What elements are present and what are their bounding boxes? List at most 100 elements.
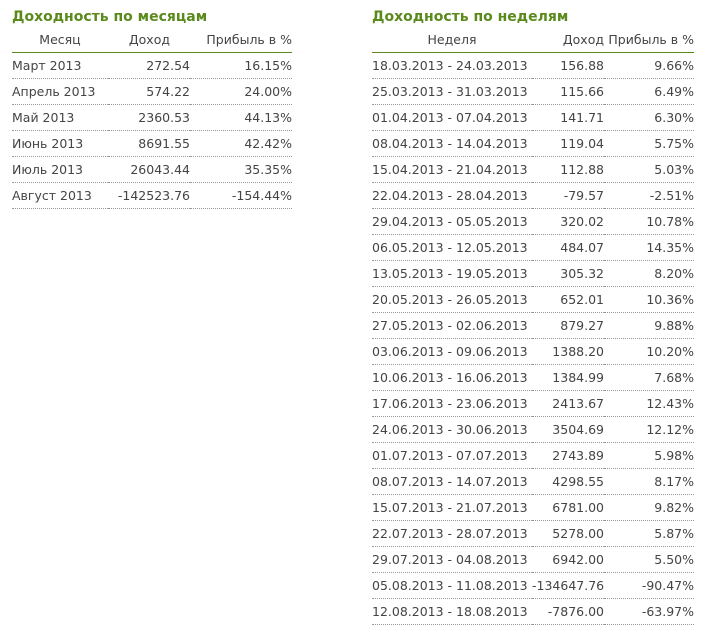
- profit-percent-cell: -90.47%: [604, 572, 694, 599]
- profit-percent-cell: 5.75%: [604, 130, 694, 157]
- table-row: 01.04.2013 - 07.04.2013 141.71 6.30%: [372, 104, 694, 131]
- table-header-row: Неделя Доход Прибыль в %: [372, 28, 694, 53]
- week-cell: 24.06.2013 - 30.06.2013: [372, 416, 532, 443]
- table-row: 25.03.2013 - 31.03.2013 115.66 6.49%: [372, 78, 694, 105]
- income-cell: -7876.00: [532, 598, 604, 625]
- week-cell: 18.03.2013 - 24.03.2013: [372, 52, 532, 79]
- profit-percent-cell: 12.43%: [604, 390, 694, 417]
- profit-percent-cell: 7.68%: [604, 364, 694, 391]
- table-row: 12.08.2013 - 18.08.2013 -7876.00 -63.97%: [372, 598, 694, 625]
- table-row: Июнь 2013 8691.55 42.42%: [12, 130, 292, 157]
- table-row: 24.06.2013 - 30.06.2013 3504.69 12.12%: [372, 416, 694, 443]
- profit-percent-cell: 14.35%: [604, 234, 694, 261]
- table-row: Август 2013 -142523.76 -154.44%: [12, 182, 292, 209]
- week-cell: 29.04.2013 - 05.05.2013: [372, 208, 532, 235]
- week-cell: 27.05.2013 - 02.06.2013: [372, 312, 532, 339]
- income-cell: -134647.76: [532, 572, 604, 599]
- table-row: 29.04.2013 - 05.05.2013 320.02 10.78%: [372, 208, 694, 235]
- profit-percent-cell: 10.36%: [604, 286, 694, 313]
- profit-percent-cell: 5.98%: [604, 442, 694, 469]
- profit-percent-cell: 6.49%: [604, 78, 694, 105]
- profit-percent-cell: 10.78%: [604, 208, 694, 235]
- month-cell: Март 2013: [12, 52, 108, 79]
- income-cell: 5278.00: [532, 520, 604, 547]
- table-row: 22.04.2013 - 28.04.2013 -79.57 -2.51%: [372, 182, 694, 209]
- week-cell: 05.08.2013 - 11.08.2013: [372, 572, 532, 599]
- table-row: 20.05.2013 - 26.05.2013 652.01 10.36%: [372, 286, 694, 313]
- column-header-income: Доход: [532, 28, 604, 53]
- table-row: 05.08.2013 - 11.08.2013 -134647.76 -90.47%: [372, 572, 694, 599]
- profit-percent-cell: 8.20%: [604, 260, 694, 287]
- week-cell: 25.03.2013 - 31.03.2013: [372, 78, 532, 105]
- table-row: 01.07.2013 - 07.07.2013 2743.89 5.98%: [372, 442, 694, 469]
- week-cell: 13.05.2013 - 19.05.2013: [372, 260, 532, 287]
- table-row: 29.07.2013 - 04.08.2013 6942.00 5.50%: [372, 546, 694, 573]
- weekly-returns-table: Неделя Доход Прибыль в % 18.03.2013 - 24…: [372, 28, 694, 625]
- income-cell: 1388.20: [532, 338, 604, 365]
- week-cell: 01.07.2013 - 07.07.2013: [372, 442, 532, 469]
- income-cell: 320.02: [532, 208, 604, 235]
- table-header-row: Месяц Доход Прибыль в %: [12, 28, 292, 53]
- income-cell: 141.71: [532, 104, 604, 131]
- week-cell: 08.04.2013 - 14.04.2013: [372, 130, 532, 157]
- table-row: 10.06.2013 - 16.06.2013 1384.99 7.68%: [372, 364, 694, 391]
- week-cell: 15.07.2013 - 21.07.2013: [372, 494, 532, 521]
- week-cell: 20.05.2013 - 26.05.2013: [372, 286, 532, 313]
- month-cell: Июнь 2013: [12, 130, 108, 157]
- column-header-month: Месяц: [12, 28, 108, 53]
- income-cell: 112.88: [532, 156, 604, 183]
- table-row: 06.05.2013 - 12.05.2013 484.07 14.35%: [372, 234, 694, 261]
- income-cell: 272.54: [108, 52, 190, 79]
- column-header-profit-percent: Прибыль в %: [190, 28, 292, 53]
- income-cell: 156.88: [532, 52, 604, 79]
- profit-percent-cell: -2.51%: [604, 182, 694, 209]
- monthly-returns-table: Месяц Доход Прибыль в % Март 2013 272.54 1…: [12, 28, 292, 209]
- week-cell: 03.06.2013 - 09.06.2013: [372, 338, 532, 365]
- month-cell: Май 2013: [12, 104, 108, 131]
- income-cell: 305.32: [532, 260, 604, 287]
- week-cell: 01.04.2013 - 07.04.2013: [372, 104, 532, 131]
- profit-percent-cell: 24.00%: [190, 78, 292, 105]
- profit-percent-cell: 9.66%: [604, 52, 694, 79]
- income-cell: -79.57: [532, 182, 604, 209]
- weekly-returns-title: Доходность по неделям: [372, 9, 569, 25]
- profit-percent-cell: 9.88%: [604, 312, 694, 339]
- income-cell: 484.07: [532, 234, 604, 261]
- table-row: 18.03.2013 - 24.03.2013 156.88 9.66%: [372, 52, 694, 79]
- week-cell: 29.07.2013 - 04.08.2013: [372, 546, 532, 573]
- week-cell: 12.08.2013 - 18.08.2013: [372, 598, 532, 625]
- table-row: 27.05.2013 - 02.06.2013 879.27 9.88%: [372, 312, 694, 339]
- week-cell: 10.06.2013 - 16.06.2013: [372, 364, 532, 391]
- weekly-returns-block: Доходность по неделям Неделя Доход Прибы…: [372, 6, 694, 625]
- table-row: 03.06.2013 - 09.06.2013 1388.20 10.20%: [372, 338, 694, 365]
- profit-percent-cell: 6.30%: [604, 104, 694, 131]
- table-row: Май 2013 2360.53 44.13%: [12, 104, 292, 131]
- table-row: 17.06.2013 - 23.06.2013 2413.67 12.43%: [372, 390, 694, 417]
- month-cell: Июль 2013: [12, 156, 108, 183]
- table-row: 13.05.2013 - 19.05.2013 305.32 8.20%: [372, 260, 694, 287]
- table-row: Апрель 2013 574.22 24.00%: [12, 78, 292, 105]
- monthly-returns-title: Доходность по месяцам: [12, 9, 208, 25]
- month-cell: Август 2013: [12, 182, 108, 209]
- table-row: Июль 2013 26043.44 35.35%: [12, 156, 292, 183]
- profit-percent-cell: 44.13%: [190, 104, 292, 131]
- income-cell: 6781.00: [532, 494, 604, 521]
- income-cell: 2413.67: [532, 390, 604, 417]
- profit-percent-cell: 5.87%: [604, 520, 694, 547]
- income-cell: 2743.89: [532, 442, 604, 469]
- income-cell: 115.66: [532, 78, 604, 105]
- profit-percent-cell: 42.42%: [190, 130, 292, 157]
- income-cell: 652.01: [532, 286, 604, 313]
- week-cell: 06.05.2013 - 12.05.2013: [372, 234, 532, 261]
- profit-percent-cell: 12.12%: [604, 416, 694, 443]
- column-header-profit-percent: Прибыль в %: [604, 28, 694, 53]
- income-cell: 1384.99: [532, 364, 604, 391]
- table-row: 15.04.2013 - 21.04.2013 112.88 5.03%: [372, 156, 694, 183]
- week-cell: 17.06.2013 - 23.06.2013: [372, 390, 532, 417]
- profit-percent-cell: 16.15%: [190, 52, 292, 79]
- profit-percent-cell: 5.03%: [604, 156, 694, 183]
- week-cell: 15.04.2013 - 21.04.2013: [372, 156, 532, 183]
- profit-percent-cell: 8.17%: [604, 468, 694, 495]
- income-cell: 2360.53: [108, 104, 190, 131]
- income-cell: -142523.76: [108, 182, 190, 209]
